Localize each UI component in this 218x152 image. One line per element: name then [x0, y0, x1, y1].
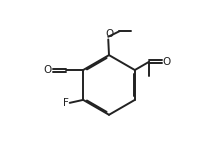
- Text: O: O: [162, 57, 171, 67]
- Text: F: F: [63, 98, 69, 108]
- Text: O: O: [105, 29, 113, 39]
- Text: O: O: [44, 65, 52, 75]
